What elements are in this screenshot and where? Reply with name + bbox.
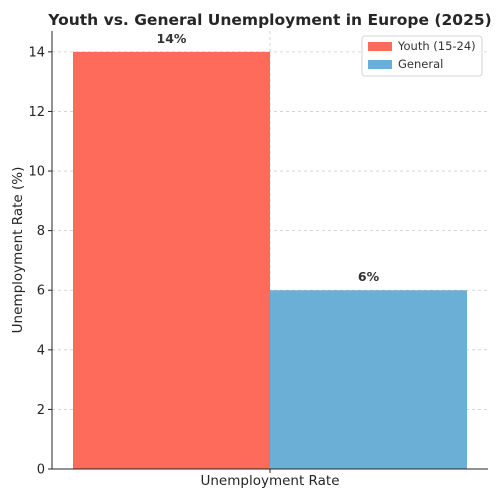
x-axis-label: Unemployment Rate	[200, 473, 339, 489]
chart-title: Youth vs. General Unemployment in Europe…	[47, 11, 491, 29]
y-axis-ticks: 0 2 4 6 8 10 12 14	[28, 45, 52, 478]
legend-swatch-general	[368, 60, 392, 69]
data-label-youth: 14%	[157, 31, 187, 46]
y-tick-label: 4	[37, 343, 45, 358]
y-tick-label: 0	[37, 463, 45, 478]
legend-label-youth: Youth (15-24)	[397, 39, 476, 53]
y-axis-label: Unemployment Rate (%)	[10, 167, 26, 334]
data-labels: 14% 6%	[157, 31, 380, 284]
bars	[73, 51, 467, 469]
legend-swatch-youth	[368, 42, 392, 51]
y-tick-label: 8	[37, 224, 45, 239]
legend: Youth (15-24) General	[361, 35, 483, 77]
bar-general	[270, 290, 467, 469]
bar-youth	[73, 51, 270, 469]
y-tick-label: 6	[37, 284, 45, 299]
y-tick-label: 10	[28, 165, 45, 180]
y-tick-label: 2	[37, 403, 45, 418]
y-tick-label: 12	[28, 105, 45, 120]
y-tick-label: 14	[28, 45, 45, 60]
legend-label-general: General	[398, 57, 443, 71]
data-label-general: 6%	[358, 269, 380, 284]
